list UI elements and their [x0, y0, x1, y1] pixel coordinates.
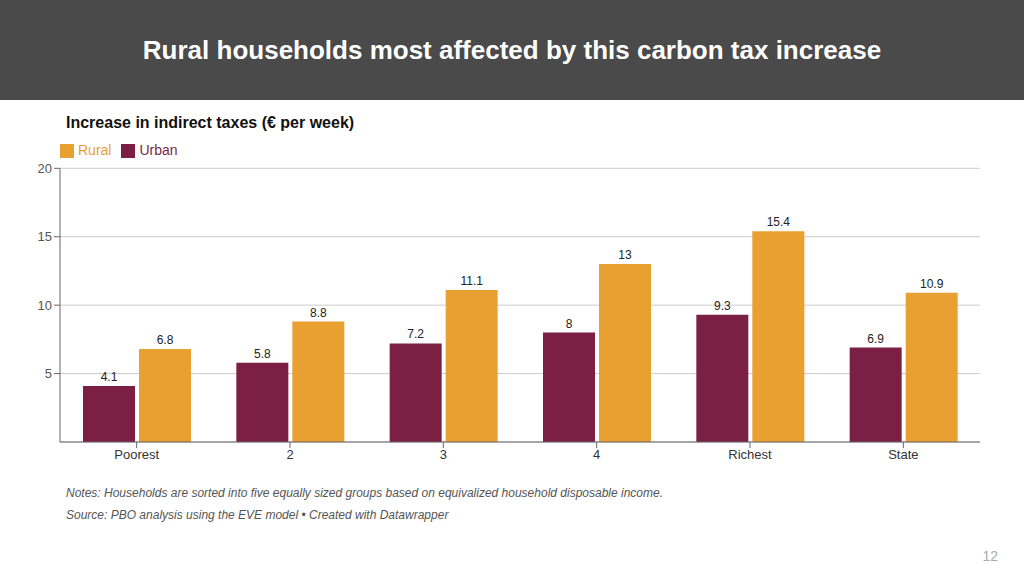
html-text:Source: PBO analysis using the: Source: PBO analysis using the EVE model… [66, 508, 449, 522]
html-text:Increase in indirect taxes (€: Increase in indirect taxes (€ per week) [66, 114, 355, 131]
svg-text:4: 4 [593, 447, 600, 462]
svg-text:15.4: 15.4 [767, 215, 791, 229]
svg-text:Poorest: Poorest [114, 447, 159, 462]
svg-text:State: State [888, 447, 918, 462]
svg-text:3: 3 [440, 447, 447, 462]
svg-text:5.8: 5.8 [254, 347, 271, 361]
svg-text:2: 2 [286, 447, 293, 462]
svg-text:5: 5 [45, 366, 52, 381]
svg-text:7.2: 7.2 [407, 327, 424, 341]
svg-text:4.1: 4.1 [101, 370, 118, 384]
svg-text:20: 20 [38, 161, 52, 176]
svg-text:9.3: 9.3 [714, 299, 731, 313]
html-text:Rural: Rural [78, 142, 112, 158]
svg-text:13: 13 [618, 248, 632, 262]
svg-text:8: 8 [566, 317, 573, 331]
svg-text:6.9: 6.9 [867, 332, 884, 346]
svg-text:6.8: 6.8 [157, 333, 174, 347]
html-text:Urban: Urban [139, 142, 178, 158]
html-text:Rural households most affected: Rural households most affected by this c… [142, 34, 882, 65]
html-text:Notes: Households are sorted i: Notes: Households are sorted into five e… [66, 486, 663, 500]
svg-text:8.8: 8.8 [310, 306, 327, 320]
svg-text:15: 15 [38, 229, 52, 244]
svg-text:Richest: Richest [728, 447, 772, 462]
svg-text:10.9: 10.9 [920, 277, 944, 291]
svg-text:10: 10 [38, 298, 52, 313]
svg-text:11.1: 11.1 [460, 274, 483, 288]
html-text:12: 12 [982, 548, 998, 564]
